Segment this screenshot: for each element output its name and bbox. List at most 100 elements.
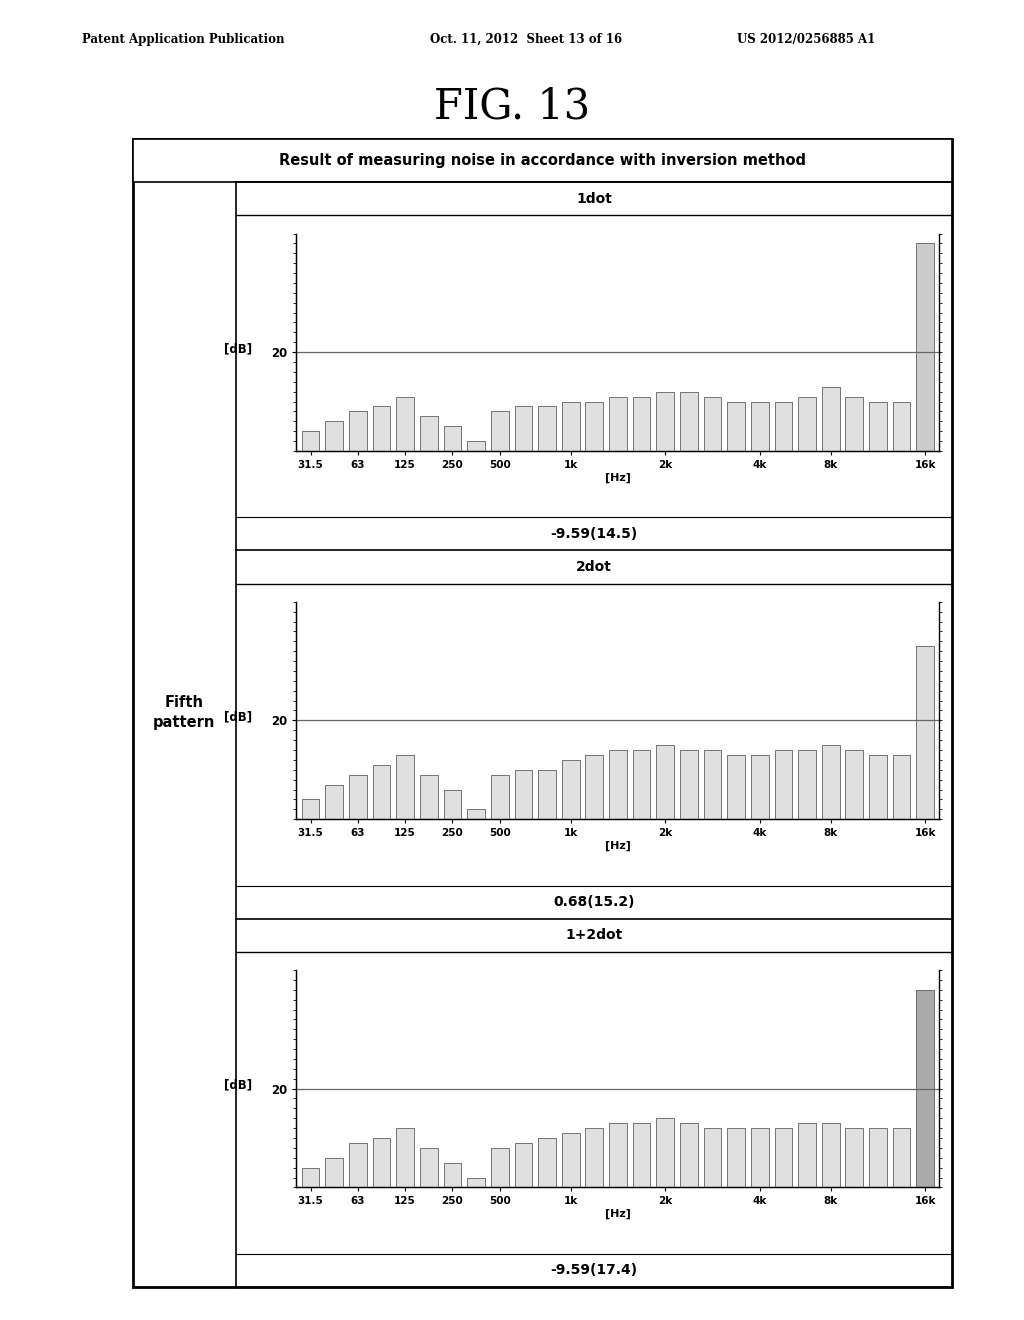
Bar xyxy=(562,1133,580,1188)
Bar xyxy=(326,1158,343,1188)
X-axis label: [Hz]: [Hz] xyxy=(605,841,631,851)
Bar xyxy=(798,750,816,820)
Bar xyxy=(514,407,532,451)
Bar xyxy=(822,387,840,451)
Bar xyxy=(490,1148,509,1188)
Bar xyxy=(609,1123,627,1188)
Bar xyxy=(562,401,580,451)
Text: 0.68(15.2): 0.68(15.2) xyxy=(553,895,635,909)
Bar xyxy=(609,750,627,820)
Bar xyxy=(467,1177,485,1188)
Bar xyxy=(680,392,697,451)
Bar xyxy=(562,760,580,820)
Bar xyxy=(490,775,509,820)
Bar xyxy=(326,421,343,451)
Bar xyxy=(633,1123,650,1188)
Bar xyxy=(869,1129,887,1188)
Bar xyxy=(514,1143,532,1188)
Bar xyxy=(656,744,674,820)
Bar xyxy=(420,1148,437,1188)
Bar xyxy=(420,416,437,451)
Bar xyxy=(727,401,745,451)
Bar xyxy=(633,396,650,451)
Bar xyxy=(420,775,437,820)
Bar xyxy=(302,800,319,820)
Bar xyxy=(774,750,793,820)
Bar xyxy=(633,750,650,820)
Bar xyxy=(727,755,745,820)
Bar xyxy=(586,401,603,451)
Text: 2dot: 2dot xyxy=(575,560,612,574)
Bar xyxy=(656,392,674,451)
Bar xyxy=(869,755,887,820)
Bar xyxy=(349,1143,367,1188)
Bar xyxy=(373,764,390,820)
Bar xyxy=(893,755,910,820)
Y-axis label: [dB]: [dB] xyxy=(224,342,252,355)
Y-axis label: [dB]: [dB] xyxy=(224,1078,252,1092)
X-axis label: [Hz]: [Hz] xyxy=(605,1209,631,1220)
Text: 1+2dot: 1+2dot xyxy=(565,928,623,942)
Bar xyxy=(490,412,509,451)
Bar xyxy=(539,407,556,451)
Text: Fifth
pattern: Fifth pattern xyxy=(154,696,215,730)
Bar xyxy=(846,396,863,451)
Bar xyxy=(916,243,934,451)
Bar xyxy=(846,1129,863,1188)
Bar xyxy=(349,775,367,820)
Bar xyxy=(302,432,319,451)
Bar xyxy=(916,647,934,820)
Bar xyxy=(893,1129,910,1188)
Text: 1dot: 1dot xyxy=(575,191,612,206)
Bar xyxy=(514,770,532,820)
Bar xyxy=(349,412,367,451)
Bar xyxy=(916,990,934,1188)
Bar xyxy=(822,1123,840,1188)
Bar xyxy=(443,1163,462,1188)
Text: FIG. 13: FIG. 13 xyxy=(434,86,590,128)
Bar xyxy=(609,396,627,451)
Bar xyxy=(727,1129,745,1188)
Y-axis label: [dB]: [dB] xyxy=(224,710,252,723)
Bar xyxy=(822,744,840,820)
Bar xyxy=(443,426,462,451)
Bar xyxy=(539,1138,556,1188)
Bar xyxy=(774,401,793,451)
Bar xyxy=(443,789,462,820)
Bar xyxy=(680,750,697,820)
Bar xyxy=(751,1129,769,1188)
Text: Oct. 11, 2012  Sheet 13 of 16: Oct. 11, 2012 Sheet 13 of 16 xyxy=(430,33,623,46)
Bar xyxy=(703,1129,721,1188)
Bar xyxy=(396,1129,414,1188)
Text: Result of measuring noise in accordance with inversion method: Result of measuring noise in accordance … xyxy=(280,153,806,168)
Text: US 2012/0256885 A1: US 2012/0256885 A1 xyxy=(737,33,876,46)
Bar xyxy=(751,401,769,451)
Bar xyxy=(846,750,863,820)
Bar xyxy=(467,441,485,451)
Bar xyxy=(656,1118,674,1188)
Bar xyxy=(396,755,414,820)
Text: Patent Application Publication: Patent Application Publication xyxy=(82,33,285,46)
Bar xyxy=(586,1129,603,1188)
Bar xyxy=(703,750,721,820)
Bar xyxy=(798,1123,816,1188)
Bar xyxy=(680,1123,697,1188)
Bar xyxy=(133,139,952,182)
Bar xyxy=(373,407,390,451)
Bar xyxy=(893,401,910,451)
Bar xyxy=(774,1129,793,1188)
Bar xyxy=(326,784,343,820)
Bar xyxy=(467,809,485,820)
Bar xyxy=(798,396,816,451)
Bar xyxy=(586,755,603,820)
Bar xyxy=(869,401,887,451)
Text: -9.59(14.5): -9.59(14.5) xyxy=(550,527,638,541)
Bar xyxy=(302,1168,319,1188)
Bar xyxy=(703,396,721,451)
Bar xyxy=(396,396,414,451)
Text: -9.59(17.4): -9.59(17.4) xyxy=(550,1263,638,1278)
Bar xyxy=(751,755,769,820)
Bar xyxy=(373,1138,390,1188)
Bar xyxy=(539,770,556,820)
X-axis label: [Hz]: [Hz] xyxy=(605,473,631,483)
